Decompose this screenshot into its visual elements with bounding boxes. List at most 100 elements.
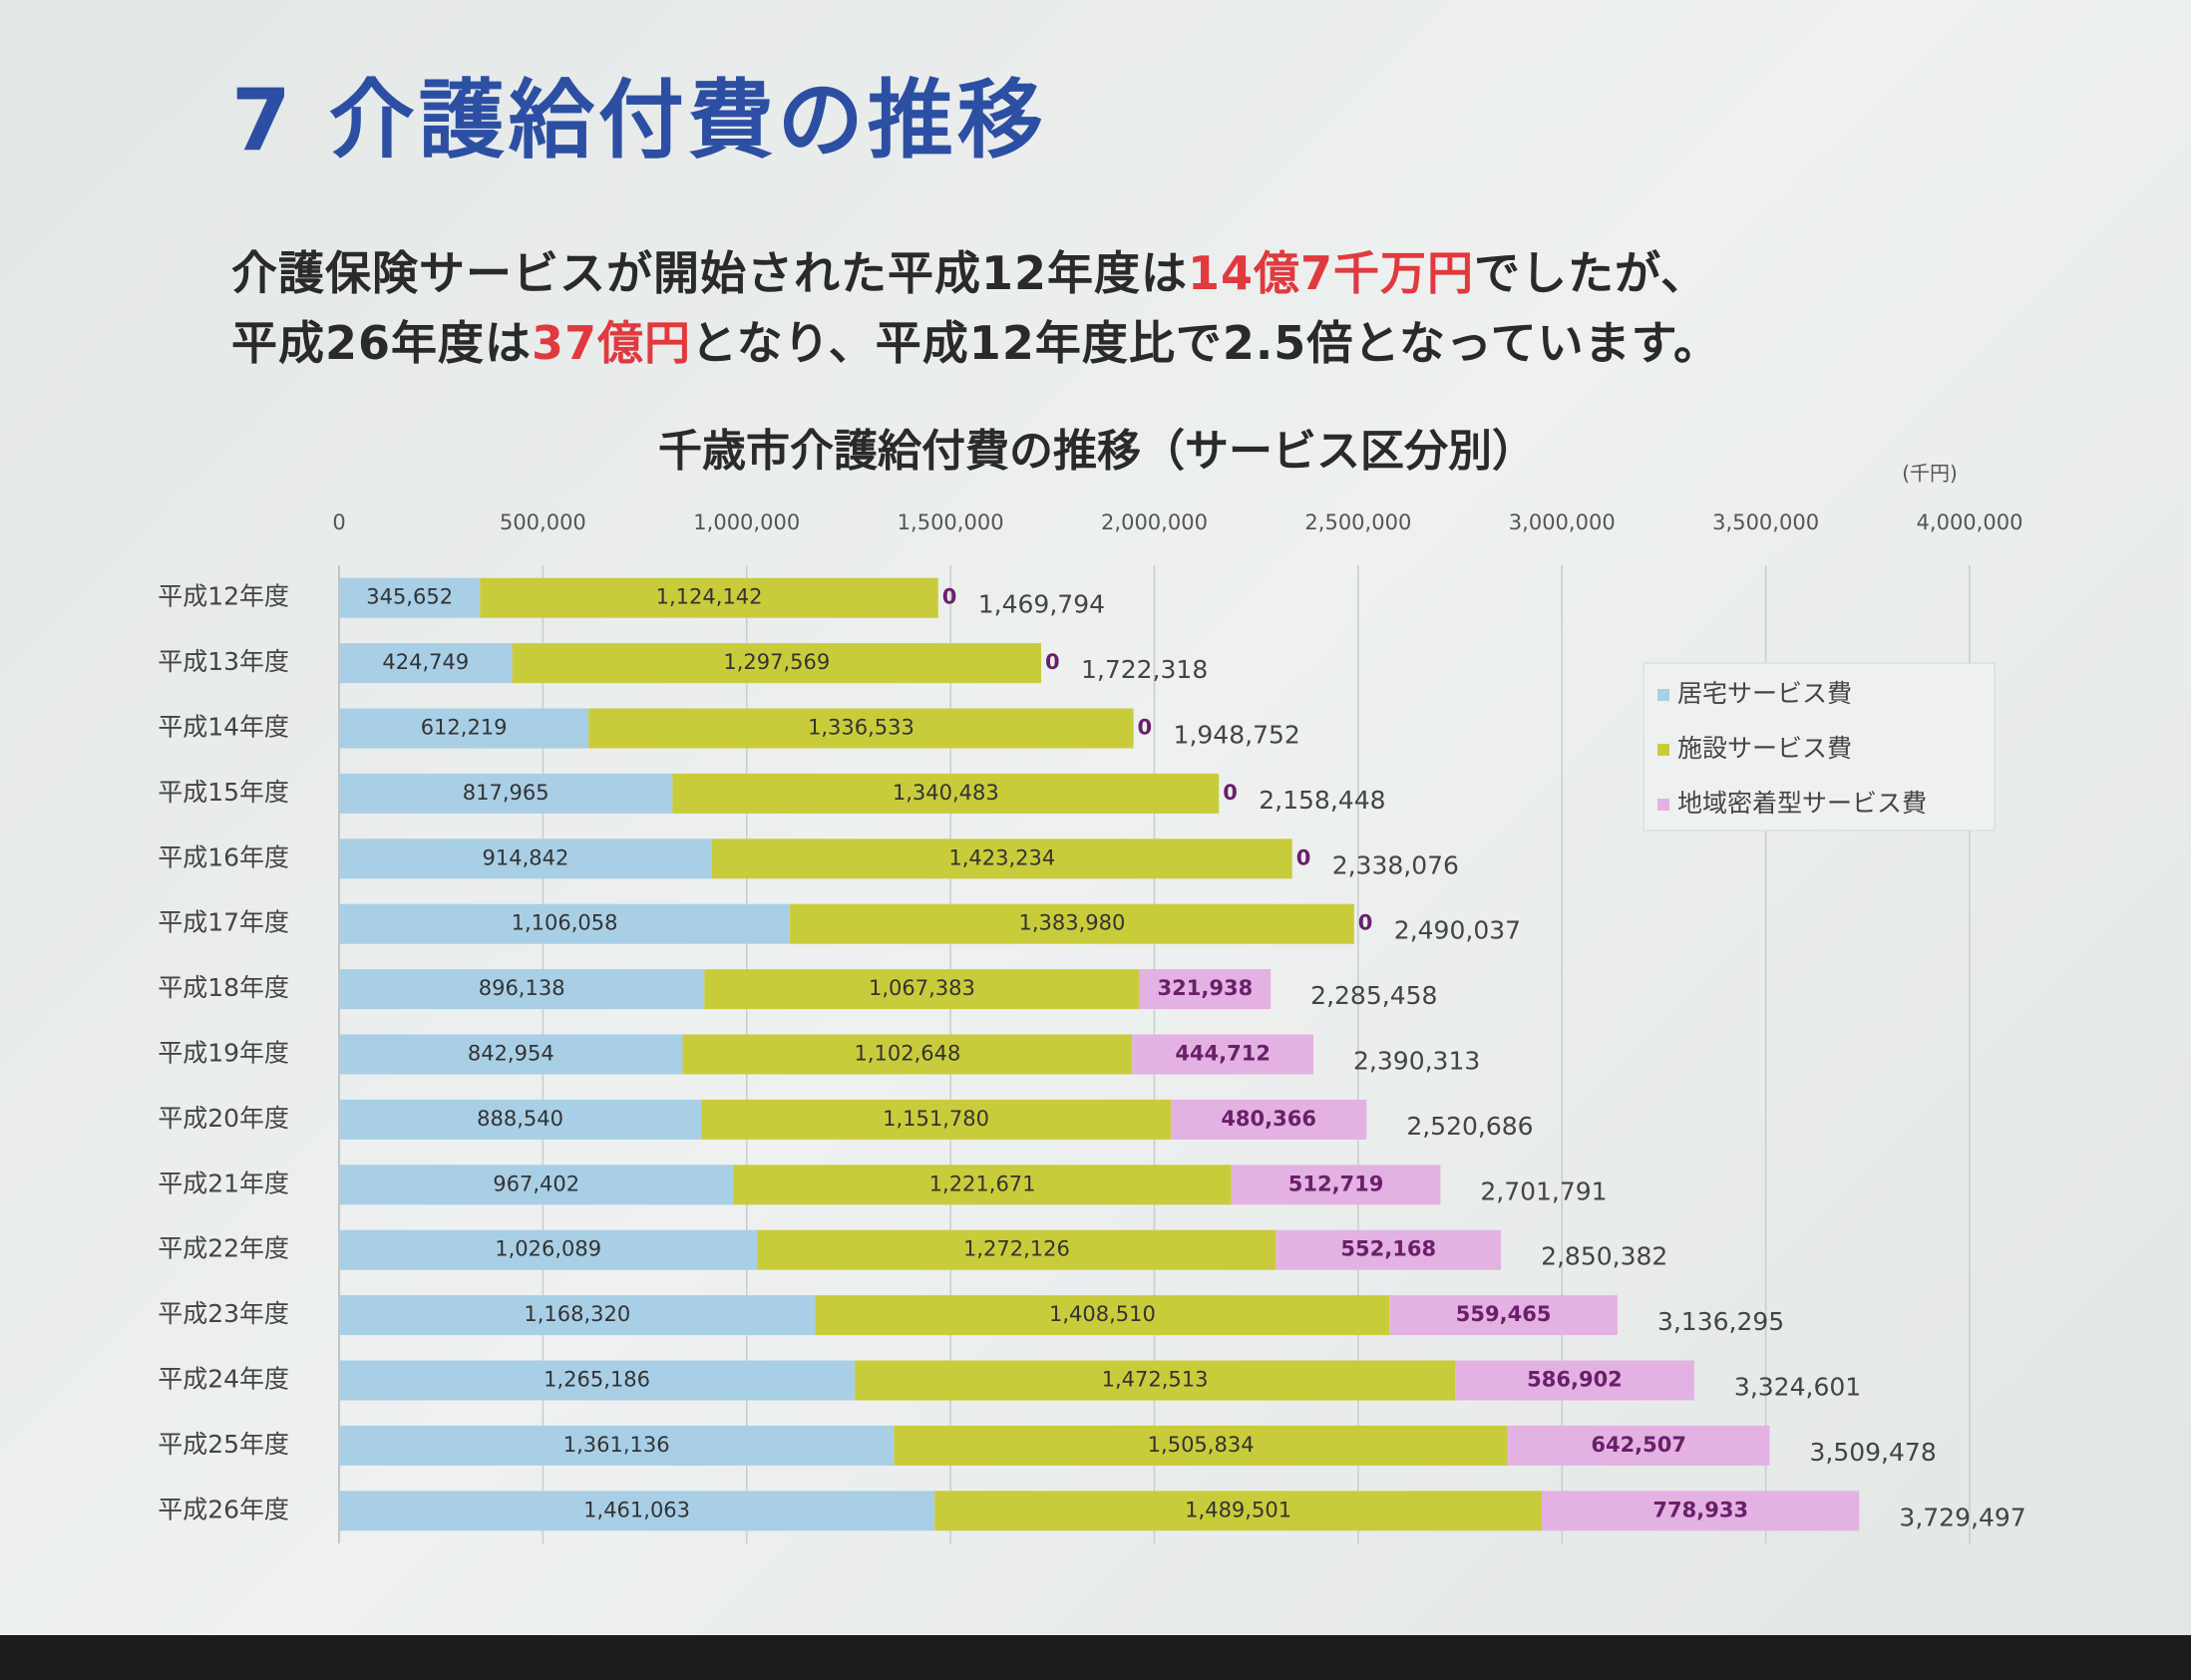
data-label: 559,465 <box>1456 1302 1552 1326</box>
bar-segment <box>339 1034 683 1075</box>
x-tick-label: 1,000,000 <box>693 510 800 534</box>
x-tick-label: 500,000 <box>500 510 586 534</box>
y-tick-label: 平成12年度 <box>158 582 289 611</box>
data-label: 1,340,483 <box>893 781 999 805</box>
data-label: 444,712 <box>1175 1042 1271 1066</box>
x-tick-label: 2,500,000 <box>1304 510 1411 534</box>
x-tick-label: 4,000,000 <box>1917 510 2023 534</box>
data-label: 0 <box>1358 911 1373 935</box>
data-label: 1,461,063 <box>583 1498 690 1521</box>
data-label: 0 <box>1045 650 1060 674</box>
data-label: 1,489,501 <box>1185 1498 1291 1521</box>
bar-segment <box>339 1491 935 1531</box>
slide-title: 7 介護給付費の推移 <box>231 71 1047 170</box>
y-tick-label: 平成17年度 <box>158 908 289 937</box>
bar-segment <box>1139 969 1272 1010</box>
total-label: 2,520,686 <box>1406 1112 1533 1141</box>
y-tick-label: 平成26年度 <box>158 1495 289 1523</box>
bar-segment <box>682 1034 1133 1075</box>
legend-swatch <box>1657 799 1669 811</box>
data-label: 1,423,234 <box>948 845 1055 869</box>
total-label: 2,701,791 <box>1480 1176 1607 1205</box>
y-tick-label: 平成21年度 <box>158 1169 289 1197</box>
bar-segment <box>339 903 791 944</box>
bar-segment <box>339 1099 702 1140</box>
total-label: 3,509,478 <box>1809 1438 1936 1467</box>
bar-segment <box>339 1425 895 1466</box>
bar-segment <box>339 577 481 618</box>
legend-label: 居宅サービス費 <box>1677 679 1852 708</box>
bar-segment <box>339 1295 816 1336</box>
bar-segment <box>1276 1229 1502 1270</box>
bar-segment <box>815 1295 1390 1336</box>
bar-segment <box>512 643 1041 684</box>
data-label: 1,026,089 <box>495 1237 601 1261</box>
x-tick-label: 0 <box>332 510 345 534</box>
y-tick-label: 平成14年度 <box>158 713 289 742</box>
legend-box <box>1643 662 1996 832</box>
bar-segment <box>339 1229 758 1270</box>
bar-segment <box>855 1360 1456 1401</box>
data-label: 1,067,383 <box>869 976 975 1000</box>
bar-segment <box>1542 1491 1860 1531</box>
data-label: 1,297,569 <box>723 650 830 674</box>
y-tick-label: 平成18年度 <box>158 973 289 1002</box>
bar-segment <box>339 708 589 749</box>
y-tick-label: 平成13年度 <box>158 647 289 676</box>
total-label: 2,338,076 <box>1332 850 1459 879</box>
y-tick-label: 平成20年度 <box>158 1104 289 1133</box>
bar-segment <box>339 643 513 684</box>
data-label: 1,272,126 <box>963 1237 1070 1261</box>
total-label: 2,285,458 <box>1310 981 1437 1010</box>
legend-swatch <box>1657 744 1669 756</box>
bar-segment <box>711 839 1292 879</box>
data-label: 888,540 <box>477 1107 563 1131</box>
data-label: 0 <box>1296 845 1311 869</box>
data-label: 1,265,186 <box>544 1368 650 1392</box>
data-label: 817,965 <box>463 781 549 805</box>
x-tick-label: 2,000,000 <box>1101 510 1208 534</box>
intro-line: 介護保険サービスが開始された平成12年度は14億7千万円でしたが、 <box>231 237 1707 303</box>
data-label: 0 <box>942 585 957 609</box>
data-label: 1,168,320 <box>524 1302 630 1326</box>
data-label: 842,954 <box>468 1042 554 1066</box>
y-tick-label: 平成24年度 <box>158 1365 289 1394</box>
data-label: 345,652 <box>366 585 453 609</box>
data-label: 1,505,834 <box>1148 1433 1255 1457</box>
data-label: 612,219 <box>421 716 508 740</box>
data-label: 512,719 <box>1288 1172 1384 1195</box>
total-label: 2,390,313 <box>1353 1047 1480 1076</box>
intro-text: でしたが、 <box>1474 246 1708 300</box>
y-tick-label: 平成23年度 <box>158 1299 289 1328</box>
intro-highlight: 37億円 <box>532 316 692 370</box>
unit-label: (千円) <box>1902 462 1958 486</box>
chart-title: 千歳市介護給付費の推移（サービス区分別） <box>658 426 1536 477</box>
data-label: 586,902 <box>1527 1368 1623 1392</box>
legend-label: 施設サービス費 <box>1677 734 1852 763</box>
bar-segment <box>339 773 673 814</box>
intro-text: となり、平成12年度比で2.5倍となっています。 <box>691 316 1721 370</box>
data-label: 1,408,510 <box>1049 1302 1156 1326</box>
bar-segment <box>339 1165 734 1205</box>
intro-text: 介護保険サービスが開始された平成12年度は <box>231 246 1189 300</box>
legend-swatch <box>1657 689 1669 701</box>
total-label: 3,324,601 <box>1734 1373 1861 1402</box>
x-tick-label: 3,500,000 <box>1712 510 1819 534</box>
data-label: 1,361,136 <box>563 1433 670 1457</box>
bar-segment <box>1455 1360 1694 1401</box>
data-label: 1,102,648 <box>854 1042 960 1066</box>
data-label: 480,366 <box>1221 1107 1316 1131</box>
y-tick-label: 平成16年度 <box>158 842 289 871</box>
intro-highlight: 14億7千万円 <box>1188 246 1475 300</box>
total-label: 2,158,448 <box>1259 786 1385 815</box>
intro-text: 平成26年度は <box>231 316 533 370</box>
data-label: 1,383,980 <box>1019 911 1126 935</box>
bar-segment <box>339 969 705 1010</box>
intro-line: 平成26年度は37億円となり、平成12年度比で2.5倍となっています。 <box>231 307 1720 373</box>
x-tick-label: 1,500,000 <box>898 510 1004 534</box>
bar-segment <box>672 773 1220 814</box>
bar-segment <box>1132 1034 1314 1075</box>
legend-label: 地域密着型サービス費 <box>1677 789 1927 818</box>
bar-segment <box>894 1425 1508 1466</box>
bar-segment <box>339 839 712 879</box>
